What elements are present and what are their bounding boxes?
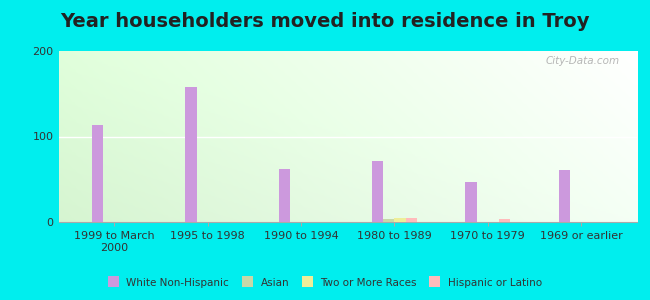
Bar [499, 219, 510, 222]
Bar [558, 170, 570, 222]
Text: Year householders moved into residence in Troy: Year householders moved into residence i… [60, 12, 590, 31]
Bar [92, 125, 103, 222]
Bar [465, 182, 476, 222]
Bar [395, 218, 406, 222]
Bar [406, 218, 417, 222]
Bar [372, 161, 383, 222]
Bar [384, 219, 395, 222]
Legend: White Non-Hispanic, Asian, Two or More Races, Hispanic or Latino: White Non-Hispanic, Asian, Two or More R… [103, 273, 547, 292]
Text: City-Data.com: City-Data.com [545, 56, 619, 66]
Bar [279, 169, 290, 222]
Bar [185, 87, 196, 222]
